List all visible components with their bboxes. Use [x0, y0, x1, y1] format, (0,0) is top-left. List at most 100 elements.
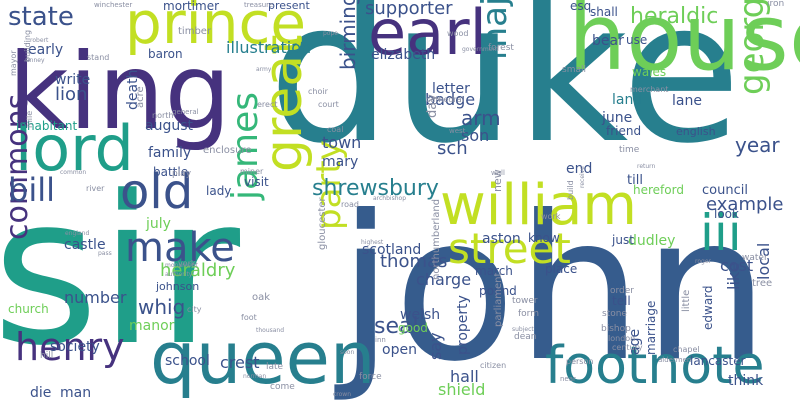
word-small: small: [562, 65, 586, 75]
word-place: place: [545, 262, 578, 276]
word-badge: badge: [425, 90, 476, 109]
word-william: william: [440, 173, 637, 238]
word-inhabitant: inhabitant: [16, 119, 78, 133]
word-hill: hill: [40, 351, 54, 361]
word-man: man: [60, 385, 92, 400]
word-birmingham: birmingham: [336, 0, 360, 70]
word-aston: aston: [482, 231, 521, 247]
word-like: like: [724, 262, 743, 290]
word-visit: visit: [244, 175, 269, 189]
word-government: government: [462, 46, 499, 53]
word-open: open: [382, 342, 417, 358]
word-iron: iron: [767, 0, 785, 9]
word-hereford: hereford: [633, 183, 684, 197]
word-west: west: [449, 127, 466, 135]
word-form: form: [518, 309, 539, 319]
word-welsh: welsh: [400, 307, 441, 323]
word-general: general: [172, 108, 199, 116]
word-bear: bear: [592, 33, 624, 49]
word-century: century: [612, 343, 643, 352]
word-lady: lady: [206, 184, 232, 198]
word-elizabeth: elizabeth: [371, 47, 436, 63]
word-august: august: [145, 118, 193, 134]
word-city: city: [187, 305, 202, 314]
word-english: english: [676, 125, 716, 138]
word-esq: esq: [570, 0, 592, 13]
word-force: force: [359, 372, 382, 382]
word-wall: wall: [491, 169, 505, 177]
word-tree: tree: [752, 278, 773, 289]
word-parliament: parliament: [493, 272, 504, 327]
word-citizen: citizen: [480, 361, 507, 370]
word-crest: crest: [220, 353, 260, 372]
word-robert: robert: [30, 37, 49, 44]
word-build: build: [566, 180, 575, 200]
word-merchant: merchant: [630, 85, 669, 94]
word-shield: shield: [438, 380, 486, 399]
word-johnson: johnson: [156, 280, 200, 293]
word-write: write: [55, 72, 91, 88]
word-duke: duke: [268, 0, 742, 186]
word-arm: arm: [461, 106, 501, 130]
word-mile: mile: [25, 110, 34, 128]
word-order: order: [610, 286, 634, 296]
word-norman: norman: [243, 373, 267, 380]
word-end: end: [566, 161, 593, 177]
word-prince: prince: [125, 0, 307, 57]
word-bill: bill: [8, 171, 55, 209]
word-letter: letter: [432, 81, 470, 97]
word-look: look: [714, 207, 739, 221]
word-illustration: illustration: [226, 38, 312, 57]
word-lion: lion: [55, 84, 88, 105]
word-come: come: [270, 382, 295, 392]
word-iii: iii: [700, 204, 742, 262]
word-water: water: [742, 253, 768, 263]
word-soon: soon: [340, 349, 355, 356]
word-lane: lane: [672, 93, 702, 109]
word-wales: wales: [632, 65, 667, 79]
word-king: king: [8, 31, 232, 153]
word-july: july: [146, 216, 171, 232]
word-number: number: [64, 288, 127, 307]
word-supporter: supporter: [365, 0, 453, 19]
word-foot: foot: [241, 313, 257, 322]
word-erect: erect: [257, 100, 278, 109]
word-example: example: [706, 194, 784, 215]
word-till: till: [627, 173, 643, 188]
word-pass: pass: [98, 250, 112, 257]
word-stone: stone: [602, 309, 627, 319]
word-play: play: [172, 169, 192, 179]
word-england: england: [65, 230, 90, 237]
word-friend: friend: [606, 124, 642, 138]
word-just: just: [612, 233, 634, 247]
word-winchester: winchester: [94, 1, 133, 9]
word-receive: receive: [579, 166, 586, 188]
word-gloucester: gloucester: [317, 197, 328, 250]
word-court: court: [318, 100, 339, 109]
word-choir: choir: [308, 87, 328, 96]
word-edward: edward: [701, 285, 715, 330]
word-cost: cost: [720, 256, 754, 275]
word-george: george: [732, 0, 772, 95]
word-heraldic: heraldic: [630, 4, 719, 29]
word-street: street: [448, 224, 571, 273]
word-mary: mary: [322, 154, 359, 170]
word-timber: timber: [178, 26, 212, 37]
word-time: time: [619, 145, 640, 155]
word-manor: manor: [129, 318, 175, 334]
word-march: march: [475, 264, 513, 278]
word-stand: stand: [87, 53, 110, 62]
word-late: late: [266, 362, 284, 372]
word-present: present: [268, 0, 310, 12]
word-school: school: [165, 353, 210, 369]
word-henry: henry: [15, 325, 125, 369]
word-church: church: [8, 302, 49, 316]
word-coal: coal: [327, 125, 344, 134]
word-dudley: dudley: [628, 233, 676, 249]
word-common: common: [60, 169, 87, 176]
word-society: society: [50, 339, 100, 355]
word-good: good: [398, 321, 428, 335]
word-town: town: [322, 133, 362, 152]
word-footnote: footnote: [545, 336, 765, 396]
word-dean: dean: [514, 332, 537, 342]
